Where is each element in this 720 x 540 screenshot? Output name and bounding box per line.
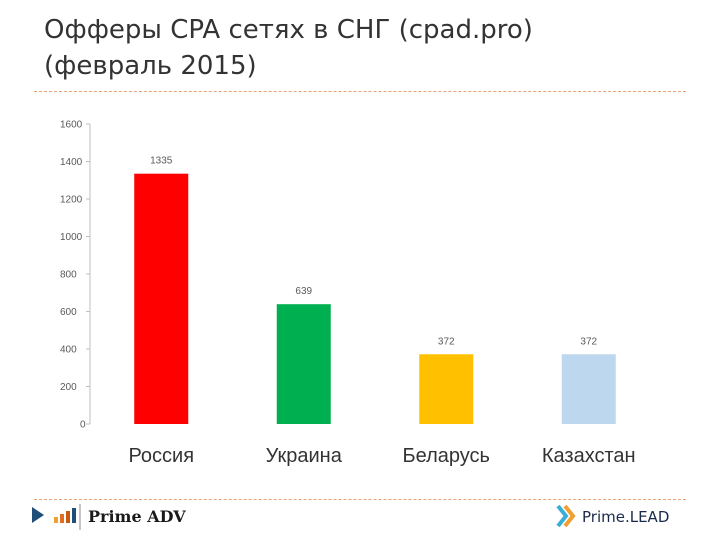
bar-chart-icon <box>54 504 81 530</box>
bar-2 <box>276 304 331 424</box>
data-labels: 1335 639 372 372 <box>150 156 597 348</box>
bar-4 <box>561 354 616 424</box>
category-label: Беларусь <box>403 445 490 467</box>
play-arrow-icon <box>32 507 44 523</box>
footer-right-brand: Prime.LEAD <box>552 500 702 534</box>
y-axis: 0 200 400 600 800 1000 1200 1400 1600 <box>60 120 91 431</box>
bar-3 <box>419 354 474 424</box>
footer-left-brand: Prime ADV <box>30 500 230 534</box>
y-tick-label: 1600 <box>60 120 83 131</box>
bottom-divider <box>34 499 686 500</box>
title-line-1: Офферы CPA сетях в СНГ (cpad.pro) <box>44 15 533 45</box>
y-tick-label: 800 <box>60 270 77 281</box>
prime-adv-logo <box>32 504 81 530</box>
category-label: Казахстан <box>542 445 636 467</box>
data-label: 372 <box>438 336 455 347</box>
data-label: 639 <box>295 286 312 297</box>
category-label: Россия <box>128 445 194 467</box>
category-label: Украина <box>266 445 343 467</box>
bars <box>134 173 616 424</box>
y-tick-label: 0 <box>80 420 86 431</box>
y-tick-label: 1000 <box>60 232 83 243</box>
prime-lead-brand: Prime.LEAD <box>582 508 670 526</box>
y-tick-label: 1200 <box>60 195 83 206</box>
data-label: 372 <box>580 336 597 347</box>
y-tick-label: 600 <box>60 307 77 318</box>
x-axis-categories: Россия Украина Беларусь Казахстан <box>128 445 635 467</box>
y-tick-label: 400 <box>60 345 77 356</box>
top-divider <box>34 91 686 92</box>
title-line-2: (февраль 2015) <box>44 51 257 81</box>
bar-1 <box>134 173 189 424</box>
data-label: 1335 <box>150 156 173 167</box>
bar-chart: 0 200 400 600 800 1000 1200 1400 1600 1335 639 372… <box>60 120 636 468</box>
slide-title: Офферы CPA сетях в СНГ (cpad.pro) (февра… <box>44 12 644 84</box>
y-tick-label: 200 <box>60 382 77 393</box>
y-tick-label: 1400 <box>60 157 83 168</box>
prime-adv-brand: Prime ADV <box>88 507 186 526</box>
chevron-logo-icon <box>556 504 576 528</box>
